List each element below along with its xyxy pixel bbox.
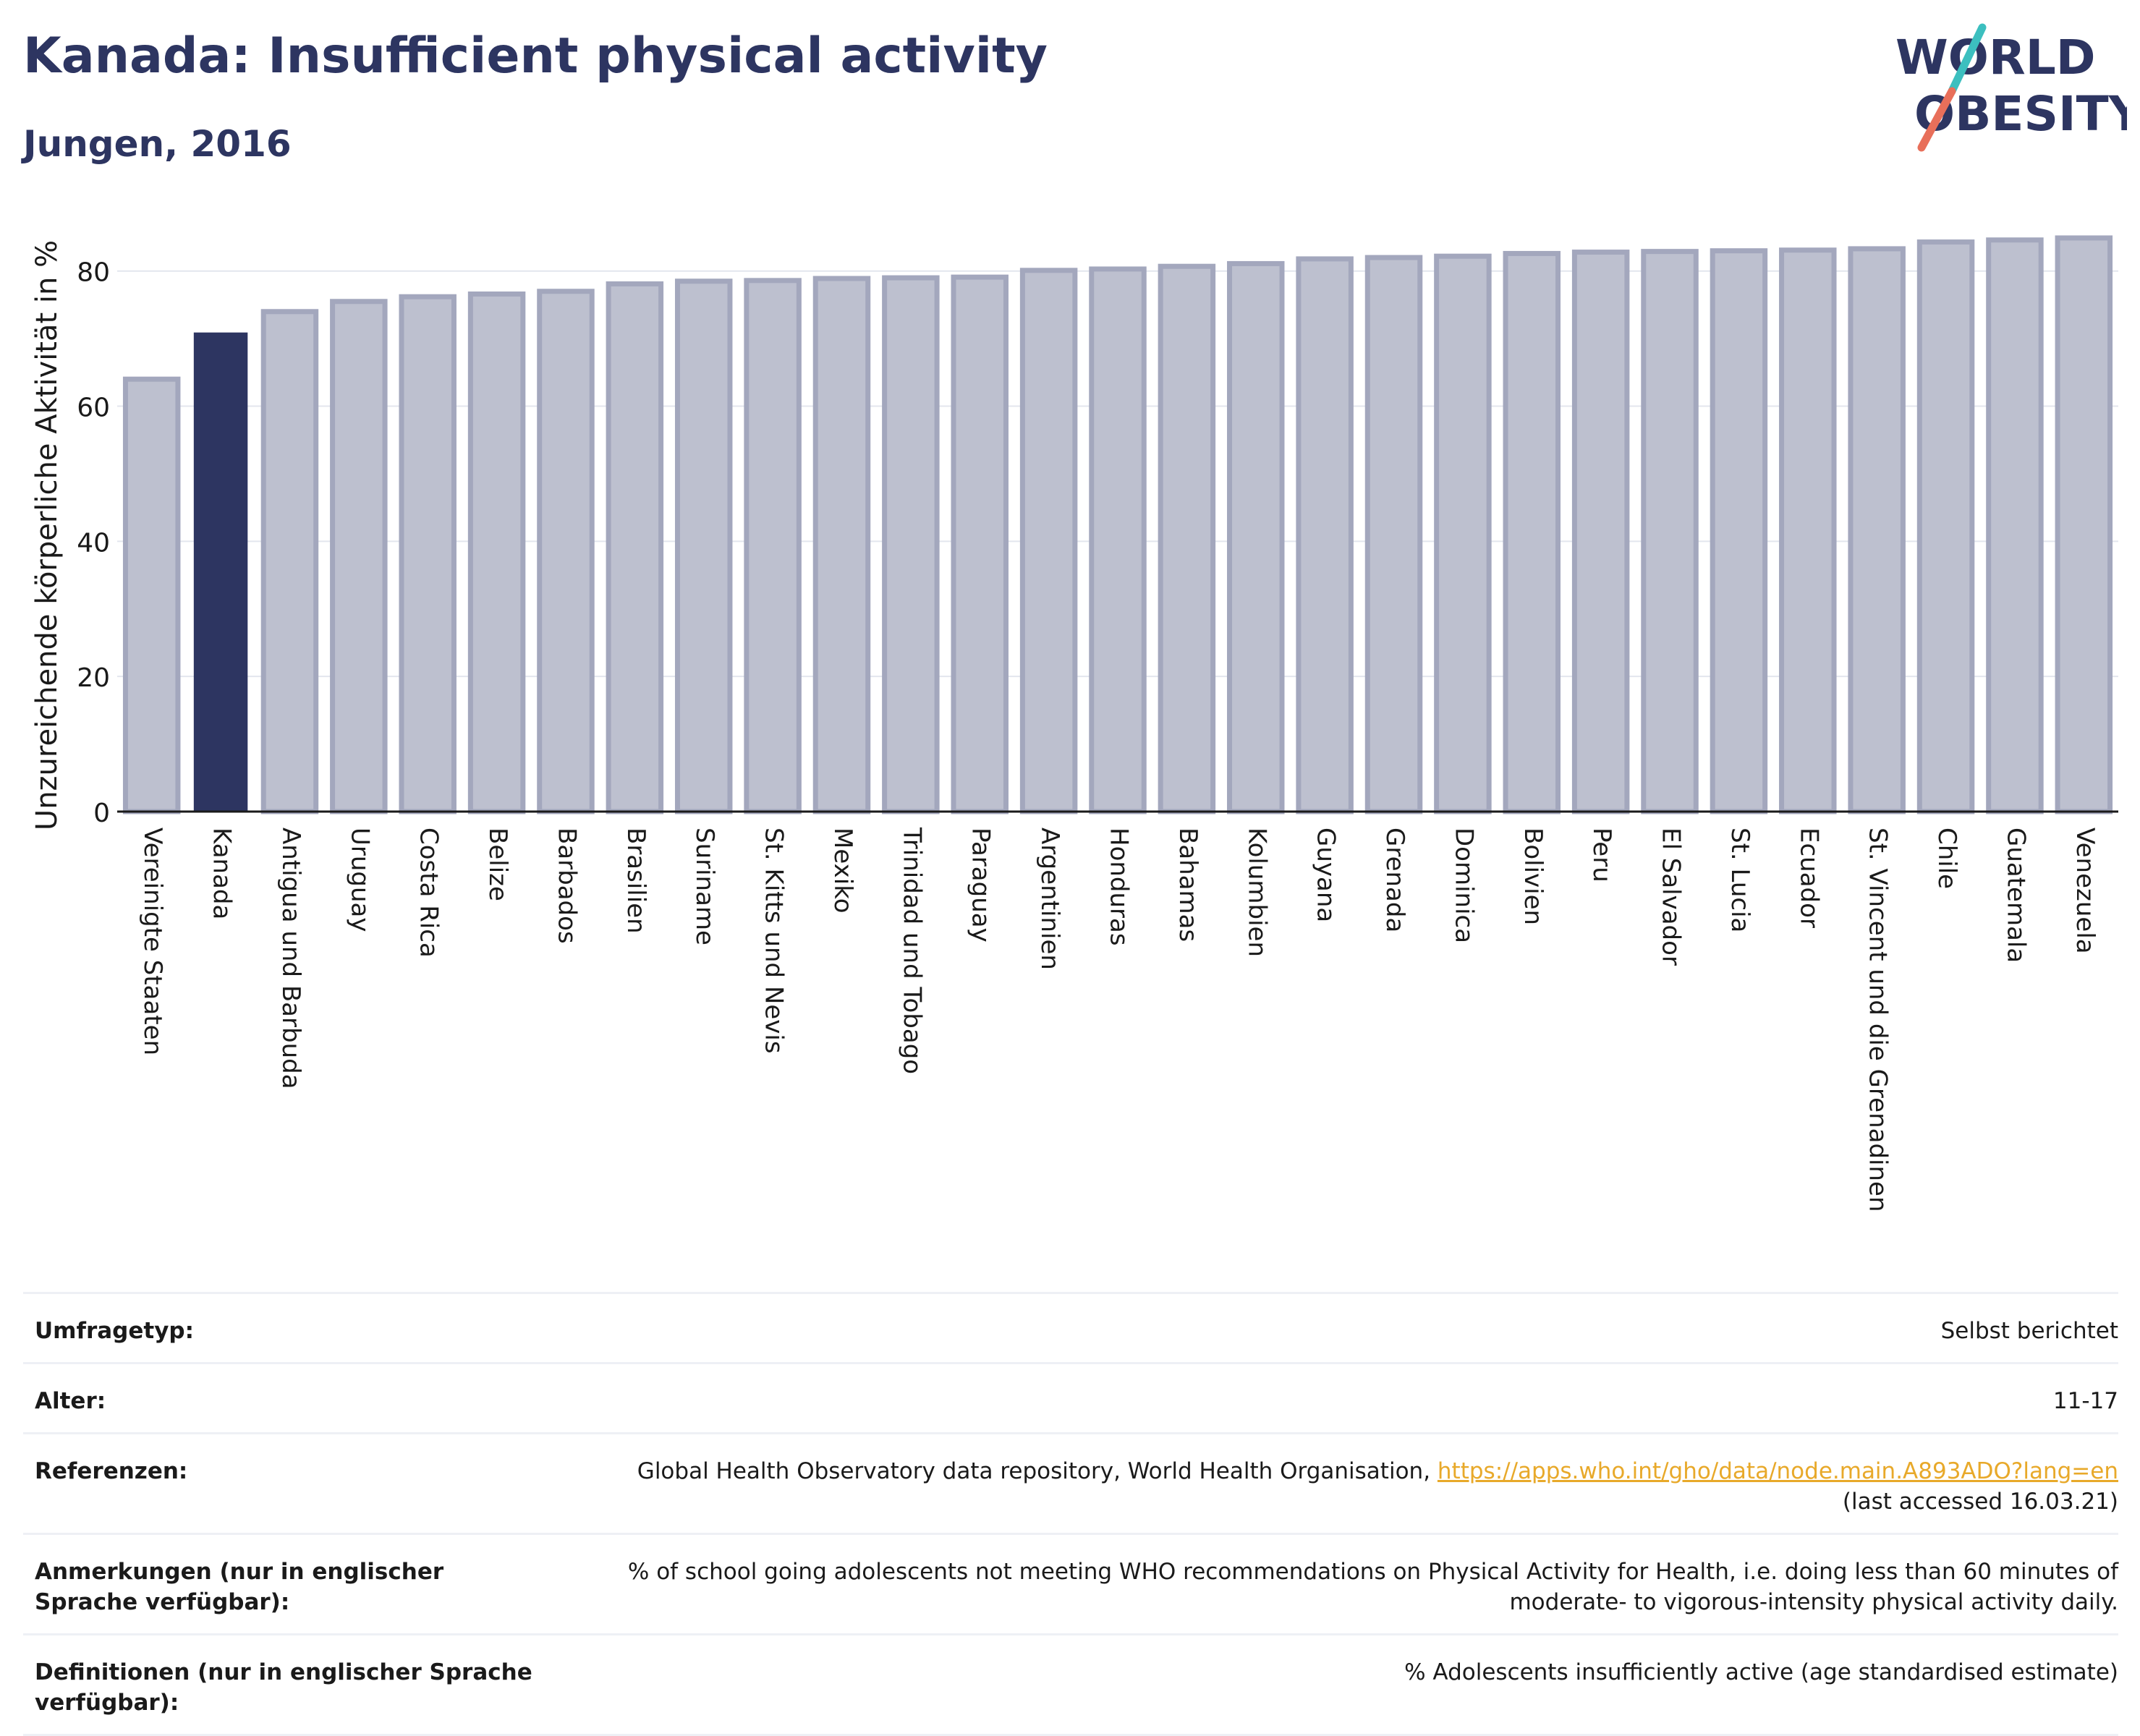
- reference-link[interactable]: https://apps.who.int/gho/data/node.main.…: [1437, 1458, 2118, 1484]
- y-tick-label: 40: [77, 528, 110, 558]
- bar: [1158, 263, 1216, 814]
- meta-value: % of school going adolescents not meetin…: [627, 1559, 2118, 1615]
- x-tick-label: Bolivien: [1519, 827, 1547, 925]
- meta-row-references: Referenzen: Global Health Observatory da…: [23, 1432, 2118, 1533]
- y-axis-label: Unzureichende körperliche Aktivität in %: [30, 240, 64, 830]
- x-tick-label: Uruguay: [345, 827, 374, 932]
- x-tick-label: Chile: [1932, 827, 1961, 889]
- x-tick-label: St. Kitts und Nevis: [760, 827, 789, 1054]
- reference-text: Global Health Observatory data repositor…: [637, 1458, 1438, 1484]
- reference-accessed: (last accessed 16.03.21): [1842, 1489, 2118, 1515]
- bar: [330, 299, 388, 814]
- x-tick-label: Antigua und Barbuda: [276, 827, 305, 1089]
- meta-row-age: Alter: 11-17: [23, 1362, 2118, 1432]
- bar: [1503, 250, 1561, 814]
- bar: [744, 278, 802, 814]
- x-tick-label: Barbados: [552, 827, 581, 944]
- meta-row-survey-type: Umfragetyp: Selbst berichtet: [23, 1292, 2118, 1362]
- logo-slash-bottom: [1917, 87, 1956, 152]
- meta-value: 11-17: [2052, 1388, 2118, 1414]
- metadata-table: Umfragetyp: Selbst berichtet Alter: 11-1…: [23, 1292, 2118, 1736]
- meta-value: Selbst berichtet: [1940, 1318, 2118, 1344]
- bar: [467, 291, 526, 814]
- meta-value: % Adolescents insufficiently active (age…: [1404, 1659, 2118, 1685]
- logo-slash-top: [1948, 23, 1987, 95]
- bar: [812, 276, 871, 814]
- x-tick-label: Kolumbien: [1242, 827, 1271, 957]
- x-tick-label: Mexiko: [828, 827, 857, 914]
- x-tick-label: Trinidad und Tobago: [897, 827, 926, 1074]
- bar: [2055, 235, 2113, 814]
- x-tick-label: Venezuela: [2071, 827, 2099, 954]
- meta-label: Referenzen:: [35, 1458, 188, 1484]
- bar: [1364, 255, 1423, 814]
- bar: [122, 376, 181, 814]
- x-tick-label: Peru: [1587, 827, 1616, 882]
- bar: [1227, 260, 1285, 814]
- x-tick-label: Kanada: [208, 827, 237, 919]
- bars: [122, 235, 2113, 814]
- bar: [1779, 247, 1837, 814]
- bar: [1296, 256, 1354, 814]
- chart-title: Kanada: Insufficient physical activity: [23, 27, 1048, 85]
- x-tick-label: Brasilien: [621, 827, 650, 934]
- x-tick-label: Suriname: [690, 827, 719, 945]
- logo-line1: WORLD: [1895, 30, 2096, 85]
- bar: [674, 278, 733, 814]
- bar: [1434, 253, 1492, 814]
- x-tick-label: St. Lucia: [1725, 827, 1754, 932]
- meta-row-definitions: Definitionen (nur in englischer Sprache …: [23, 1633, 2118, 1736]
- bar: [882, 275, 940, 814]
- x-tick-label: Honduras: [1105, 827, 1134, 946]
- bar: [260, 309, 319, 814]
- bar: [606, 281, 664, 814]
- bar: [1019, 268, 1078, 814]
- x-tick-label: Ecuador: [1794, 827, 1823, 928]
- x-tick-label: Vereinigte Staaten: [138, 827, 167, 1055]
- world-obesity-logo: WORLD OBESITY: [1895, 23, 2127, 152]
- y-tick-labels: 0 20 40 60 80: [77, 258, 110, 828]
- bar: [1641, 249, 1699, 814]
- x-tick-label: Costa Rica: [415, 827, 443, 958]
- x-tick-label: Grenada: [1380, 827, 1409, 932]
- chart-subtitle: Jungen, 2016: [23, 123, 292, 165]
- meta-row-notes: Anmerkungen (nur in englischer Sprache v…: [23, 1533, 2118, 1633]
- y-tick-label: 0: [93, 799, 110, 828]
- y-tick-label: 60: [77, 393, 110, 423]
- x-tick-label: Guatemala: [2001, 827, 2030, 963]
- y-tick-label: 20: [77, 663, 110, 693]
- bar-highlight: [193, 332, 248, 812]
- x-tick-label: Dominica: [1449, 827, 1478, 943]
- meta-label: Alter:: [35, 1388, 106, 1414]
- x-tick-label: Argentinien: [1035, 827, 1064, 970]
- meta-value: Global Health Observatory data repositor…: [637, 1456, 2118, 1517]
- bar: [1916, 239, 1975, 814]
- y-tick-label: 80: [77, 258, 110, 288]
- x-tick-label: St. Vincent und die Grenadinen: [1864, 827, 1893, 1212]
- meta-label: Anmerkungen (nur in englischer Sprache v…: [35, 1559, 444, 1615]
- bar-chart: 0 20 40 60 80 Vereinigte Staaten Kanada Antigu…: [30, 235, 2118, 1212]
- x-tick-label: Guyana: [1312, 827, 1341, 922]
- x-tick-label: Bahamas: [1173, 827, 1202, 942]
- bar: [1571, 250, 1630, 814]
- x-tick-label: Belize: [483, 827, 512, 901]
- x-tick-label: El Salvador: [1657, 827, 1686, 966]
- bar: [399, 294, 457, 814]
- bar: [951, 274, 1009, 814]
- bar: [1848, 246, 1906, 814]
- meta-label: Definitionen (nur in englischer Sprache …: [35, 1659, 532, 1716]
- meta-label: Umfragetyp:: [35, 1318, 194, 1344]
- bar: [1089, 266, 1147, 814]
- x-tick-labels: Vereinigte Staaten Kanada Antigua und Barb…: [138, 827, 2099, 1212]
- x-tick-label: Paraguay: [967, 827, 995, 943]
- bar: [1710, 248, 1768, 814]
- bar: [537, 289, 595, 814]
- bar: [1986, 237, 2044, 814]
